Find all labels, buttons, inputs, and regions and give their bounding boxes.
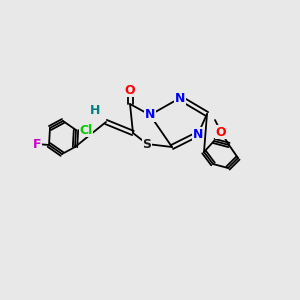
Text: H: H [90, 103, 100, 116]
Text: N: N [193, 128, 203, 140]
Text: N: N [175, 92, 185, 104]
Text: Cl: Cl [80, 124, 93, 136]
Text: S: S [142, 137, 152, 151]
Text: O: O [216, 125, 226, 139]
Text: N: N [145, 109, 155, 122]
Text: O: O [125, 83, 135, 97]
Text: F: F [33, 137, 41, 151]
